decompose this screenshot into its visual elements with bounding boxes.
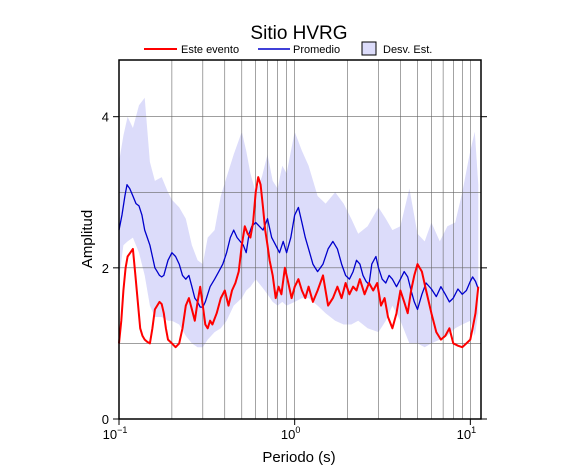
- series-line-event: [118, 176, 480, 349]
- x-axis-label: Periodo (s): [262, 449, 335, 466]
- x-tick-label: 100: [281, 425, 300, 442]
- y-axis-label: Amplitud: [79, 210, 96, 268]
- chart-title: Sitio HVRG: [250, 23, 347, 44]
- legend-label-std: Desv. Est.: [383, 44, 432, 56]
- legend-label-mean: Promedio: [293, 44, 340, 56]
- x-tick-label: 101: [457, 425, 476, 442]
- legend: Este evento Promedio Desv. Est.: [144, 41, 432, 56]
- legend-swatch-std: [361, 41, 377, 56]
- plot-area: 0 2 4 10−1 100 101: [102, 59, 487, 442]
- std-band: [119, 97, 479, 348]
- y-tick-label: 2: [102, 261, 109, 276]
- plot-frame: [118, 59, 482, 420]
- x-tick-label: 10−1: [103, 425, 128, 442]
- y-tick-label: 4: [102, 110, 109, 125]
- y-tick-label: 0: [102, 412, 109, 427]
- series-line-mean: [118, 184, 479, 311]
- legend-label-event: Este evento: [181, 44, 239, 56]
